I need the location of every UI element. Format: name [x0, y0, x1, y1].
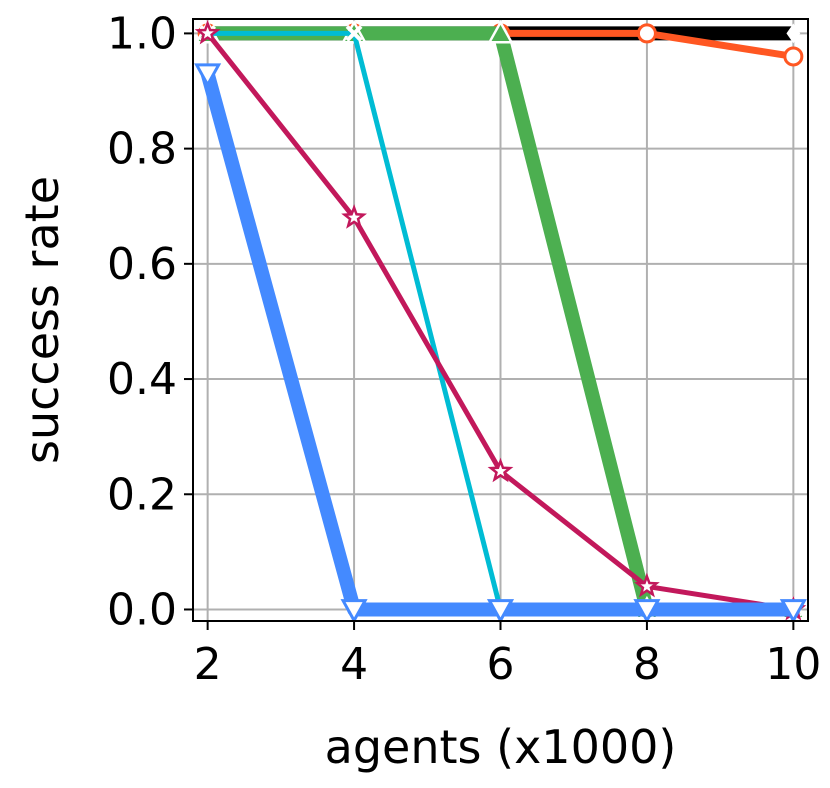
data-point-triangle-down — [194, 63, 222, 88]
data-point-star — [487, 457, 514, 483]
y-axis-label: success rate — [15, 176, 69, 464]
data-point-triangle-down — [633, 599, 661, 624]
data-point-triangle-down — [340, 599, 368, 624]
series-line-group — [194, 63, 807, 624]
y-tick-label: 0.6 — [107, 239, 177, 290]
y-tick-label: 0.8 — [107, 124, 177, 175]
data-point-circle — [636, 23, 657, 44]
data-point-circle — [783, 46, 804, 67]
x-tick-label: 10 — [765, 639, 821, 690]
x-tick-label: 4 — [340, 639, 368, 690]
grid-lines — [193, 19, 808, 621]
data-point-triangle-down — [486, 599, 515, 624]
data-point-triangle-up — [487, 19, 514, 44]
y-tick-label: 0.0 — [107, 584, 177, 635]
data-point-star — [194, 19, 221, 45]
x-tick-label: 2 — [194, 639, 222, 690]
y-tick-label: 0.4 — [107, 354, 177, 405]
data-point-star — [341, 204, 367, 229]
data-point-triangle-down — [779, 599, 807, 624]
x-tick-label: 6 — [487, 639, 515, 690]
axis-ticks: 2 4 6 8 10 0.0 0.2 0.4 0.6 0.8 1.0 — [107, 8, 821, 690]
data-point-x — [345, 24, 363, 42]
data-point-star — [634, 572, 660, 598]
x-axis-label: agents (x1000) — [325, 720, 677, 774]
series-layer — [194, 19, 807, 624]
y-tick-label: 1.0 — [107, 8, 177, 59]
data-point-diamond — [786, 23, 801, 44]
x-tick-label: 8 — [633, 639, 661, 690]
y-tick-label: 0.2 — [107, 469, 177, 520]
